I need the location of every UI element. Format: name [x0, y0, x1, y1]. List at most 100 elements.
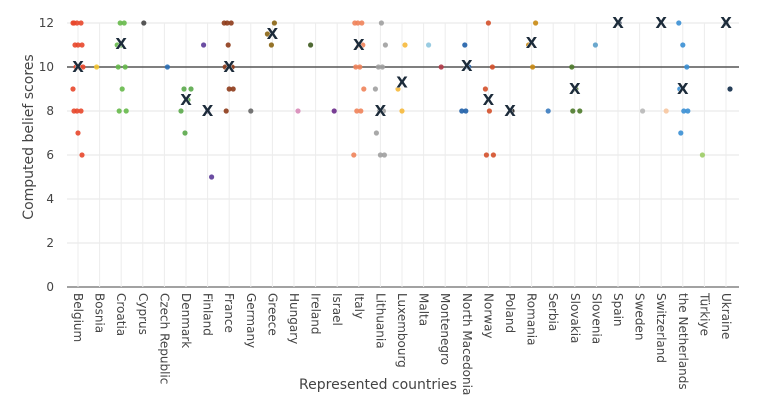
x-tick-label: Montenegro [438, 293, 452, 365]
x-tick-label: Slovenia [589, 293, 603, 344]
mean-marker: X [223, 58, 235, 76]
data-points [70, 20, 733, 180]
x-tick-label: Switzerland [654, 293, 668, 363]
x-tick-label: Malta [417, 293, 431, 326]
mean-marker: X [526, 34, 538, 52]
x-tick-label: Lithuania [373, 293, 387, 349]
y-tick-label: 10 [39, 60, 54, 74]
x-tick-label: Greece [265, 293, 279, 336]
mean-marker: X [180, 91, 192, 109]
data-point [373, 130, 379, 136]
y-tick-label: 0 [46, 280, 54, 294]
data-point [489, 64, 495, 70]
data-point [376, 108, 382, 114]
y-tick-label: 12 [39, 16, 54, 30]
data-point [426, 42, 432, 48]
x-tick-label: Croatia [114, 293, 128, 336]
data-point [205, 108, 211, 114]
data-point [681, 108, 687, 114]
mean-marker: X [115, 35, 127, 53]
data-point [223, 108, 229, 114]
data-point [115, 64, 121, 70]
data-point [545, 108, 551, 114]
y-tick-label: 6 [46, 148, 54, 162]
x-tick-label: Finland [201, 293, 215, 336]
y-tick-label: 2 [46, 236, 54, 250]
data-point [640, 108, 646, 114]
x-tick-label: Germany [244, 293, 258, 348]
data-point [533, 20, 539, 26]
data-point [382, 42, 388, 48]
data-point [123, 108, 129, 114]
x-tick-label: Sweden [633, 293, 647, 340]
data-point [402, 42, 408, 48]
x-tick-label: Romania [525, 293, 539, 345]
data-point [114, 42, 120, 48]
x-tick-label: Israel [330, 293, 344, 326]
data-point [182, 130, 188, 136]
data-point [226, 86, 232, 92]
data-point [680, 42, 686, 48]
data-point [490, 152, 496, 158]
data-point [485, 20, 491, 26]
data-point [295, 108, 301, 114]
data-point [268, 42, 274, 48]
x-tick-label: Bosnia [93, 293, 107, 333]
mean-marker: X [655, 14, 667, 32]
data-point [201, 42, 207, 48]
data-point [380, 108, 386, 114]
data-point [530, 64, 536, 70]
data-point [463, 108, 469, 114]
mean-marker: X [720, 14, 732, 32]
data-point [181, 86, 187, 92]
x-tick-label: Hungary [287, 293, 301, 344]
data-point [358, 108, 364, 114]
data-point [264, 31, 270, 37]
data-point [727, 86, 733, 92]
data-point [352, 20, 358, 26]
x-axis-title: Represented countries [299, 377, 457, 393]
x-tick-label: Cyprus [136, 293, 150, 335]
data-point [482, 86, 488, 92]
x-tick-label: Slovakia [568, 293, 582, 343]
data-point [73, 64, 79, 70]
data-point [438, 64, 444, 70]
data-point [164, 64, 170, 70]
x-tick-label: Türkiye [697, 292, 711, 336]
data-point [188, 86, 194, 92]
data-point [354, 108, 360, 114]
data-point [381, 152, 387, 158]
x-tick-label: Luxembourg [395, 293, 409, 368]
data-point [684, 64, 690, 70]
data-point [570, 108, 576, 114]
data-point [71, 20, 77, 26]
data-point [399, 108, 405, 114]
mean-marker: X [353, 36, 365, 54]
mean-marker: X [612, 14, 624, 32]
x-tick-label: the Netherlands [676, 293, 690, 390]
data-point [228, 20, 234, 26]
x-tick-label: France [222, 293, 236, 333]
data-point [185, 97, 191, 103]
data-point [372, 86, 378, 92]
mean-marker: X [569, 80, 581, 98]
mean-marker: X [72, 58, 84, 76]
data-point [526, 42, 532, 48]
data-point [77, 64, 83, 70]
x-tick-label: Italy [352, 293, 366, 319]
data-point [209, 174, 215, 180]
data-point [375, 64, 381, 70]
data-point [79, 42, 85, 48]
x-tick-label: Norway [481, 293, 495, 339]
data-point [378, 20, 384, 26]
data-point [271, 20, 277, 26]
data-point [573, 86, 579, 92]
data-point [577, 108, 583, 114]
data-point [75, 130, 81, 136]
mean-marker: X [267, 25, 279, 43]
data-point [723, 20, 729, 26]
data-point [685, 108, 691, 114]
data-point [119, 86, 125, 92]
